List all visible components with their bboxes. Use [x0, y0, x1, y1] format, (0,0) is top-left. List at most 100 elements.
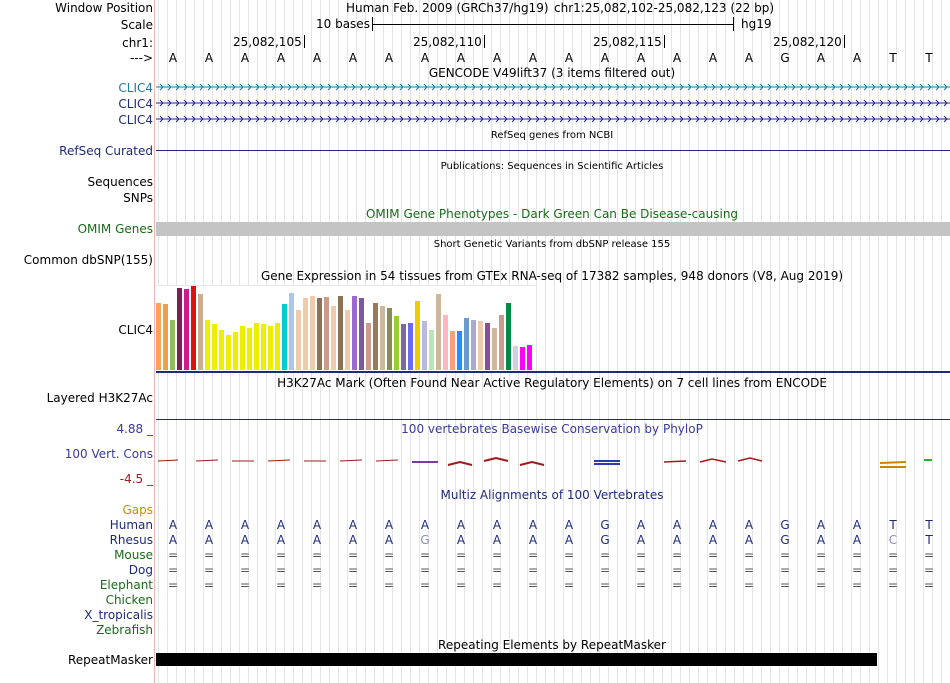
elephant-base: =: [311, 578, 323, 592]
gtex-tissue-bar[interactable]: [443, 315, 448, 370]
gtex-tissue-bar[interactable]: [212, 324, 217, 370]
gtex-tissue-bar[interactable]: [478, 321, 483, 370]
gtex-tissue-bar[interactable]: [205, 320, 210, 370]
base-letter: A: [708, 51, 718, 65]
gtex-tissue-bar[interactable]: [429, 330, 434, 370]
gene-model-line[interactable]: [156, 99, 950, 107]
gtex-tissue-bar[interactable]: [198, 294, 203, 370]
h3k27ac-label[interactable]: Layered H3K27Ac: [46, 391, 153, 405]
gtex-tissue-bar[interactable]: [191, 286, 196, 370]
gtex-tissue-bar[interactable]: [408, 323, 413, 370]
species-zebrafish[interactable]: Zebrafish: [96, 623, 153, 637]
h3k27ac-title[interactable]: H3K27Ac Mark (Often Found Near Active Re…: [277, 376, 827, 390]
gtex-tissue-bar[interactable]: [499, 315, 504, 370]
gtex-tissue-bar[interactable]: [289, 293, 294, 370]
gtex-tissue-bar[interactable]: [394, 316, 399, 370]
gtex-tissue-bar[interactable]: [296, 310, 301, 370]
gtex-tissue-bar[interactable]: [233, 332, 238, 370]
gencode-item-label[interactable]: CLIC4: [118, 113, 153, 127]
gtex-tissue-bar[interactable]: [219, 330, 224, 370]
gtex-tissue-bar[interactable]: [184, 289, 189, 370]
repeatmasker-label[interactable]: RepeatMasker: [67, 653, 153, 667]
gtex-tissue-bar[interactable]: [513, 346, 518, 370]
mouse-base: =: [851, 548, 863, 562]
gtex-tissue-bar[interactable]: [324, 297, 329, 370]
dbsnp-title[interactable]: Short Genetic Variants from dbSNP releas…: [433, 239, 671, 250]
gtex-tissue-bar[interactable]: [240, 326, 245, 370]
publications-label-sequences[interactable]: Sequences: [87, 175, 153, 189]
gtex-tissue-bar[interactable]: [366, 323, 371, 370]
gtex-tissue-bar[interactable]: [310, 296, 315, 370]
elephant-base: =: [923, 578, 935, 592]
gtex-tissue-bar[interactable]: [415, 301, 420, 370]
gtex-tissue-bar[interactable]: [450, 331, 455, 370]
gtex-tissue-bar[interactable]: [261, 324, 266, 370]
gene-model-line[interactable]: [156, 115, 950, 123]
gtex-tissue-bar[interactable]: [226, 335, 231, 370]
species-chicken[interactable]: Chicken: [105, 593, 153, 607]
gtex-tissue-bar[interactable]: [506, 303, 511, 370]
gtex-tissue-bar[interactable]: [254, 323, 259, 370]
phylop-signal[interactable]: [156, 448, 950, 472]
gtex-gene-label[interactable]: CLIC4: [118, 323, 153, 337]
gtex-tissue-bar[interactable]: [156, 303, 161, 370]
species-rhesus[interactable]: Rhesus: [109, 533, 153, 547]
gtex-tissue-bar[interactable]: [317, 298, 322, 370]
grid-line: [671, 0, 672, 683]
gene-model-line[interactable]: [156, 83, 950, 91]
gencode-item-label[interactable]: CLIC4: [118, 81, 153, 95]
gtex-tissue-bar[interactable]: [373, 303, 378, 370]
gtex-tissue-bar[interactable]: [170, 320, 175, 370]
gtex-tissue-bar[interactable]: [352, 296, 357, 370]
gtex-expression-chart[interactable]: [156, 285, 536, 371]
publications-title[interactable]: Publications: Sequences in Scientific Ar…: [440, 161, 664, 172]
gtex-tissue-bar[interactable]: [457, 331, 462, 370]
species-mouse[interactable]: Mouse: [114, 548, 153, 562]
repeatmasker-element[interactable]: [156, 653, 877, 666]
gtex-tissue-bar[interactable]: [275, 323, 280, 370]
species-x-tropicalis[interactable]: X_tropicalis: [84, 608, 153, 622]
species-elephant[interactable]: Elephant: [99, 578, 153, 592]
gtex-tissue-bar[interactable]: [527, 345, 532, 370]
gtex-tissue-bar[interactable]: [471, 320, 476, 370]
position-text[interactable]: chr1:25,082,102-25,082,123 (22 bp): [554, 1, 775, 15]
gencode-title[interactable]: GENCODE V49lift37 (3 items filtered out): [428, 66, 676, 80]
gtex-tissue-bar[interactable]: [303, 298, 308, 370]
species-dog[interactable]: Dog: [128, 563, 153, 577]
gtex-tissue-bar[interactable]: [520, 347, 525, 370]
species-human[interactable]: Human: [109, 518, 153, 532]
gtex-tissue-bar[interactable]: [345, 310, 350, 370]
gtex-tissue-bar[interactable]: [464, 318, 469, 370]
gencode-item-label[interactable]: CLIC4: [118, 97, 153, 111]
gtex-tissue-bar[interactable]: [268, 326, 273, 370]
gtex-tissue-bar[interactable]: [338, 296, 343, 370]
gtex-title[interactable]: Gene Expression in 54 tissues from GTEx …: [260, 269, 844, 283]
gtex-tissue-bar[interactable]: [331, 306, 336, 370]
gtex-tissue-bar[interactable]: [387, 308, 392, 370]
omim-gene-bar[interactable]: [156, 222, 950, 236]
refseq-title[interactable]: RefSeq genes from NCBI: [490, 130, 614, 141]
publications-label-snps[interactable]: SNPs: [123, 191, 153, 205]
dbsnp-label[interactable]: Common dbSNP(155): [23, 253, 153, 267]
refseq-label[interactable]: RefSeq Curated: [59, 144, 153, 158]
gtex-tissue-bar[interactable]: [401, 324, 406, 370]
gtex-tissue-bar[interactable]: [492, 328, 497, 370]
omim-label[interactable]: OMIM Genes: [77, 222, 153, 236]
refseq-gene-line[interactable]: [156, 150, 950, 151]
gtex-tissue-bar[interactable]: [485, 323, 490, 370]
omim-title[interactable]: OMIM Gene Phenotypes - Dark Green Can Be…: [365, 207, 739, 221]
multiz-title[interactable]: Multiz Alignments of 100 Vertebrates: [440, 488, 664, 502]
gtex-tissue-bar[interactable]: [380, 306, 385, 370]
repeatmasker-title[interactable]: Repeating Elements by RepeatMasker: [438, 638, 666, 652]
gtex-tissue-bar[interactable]: [282, 304, 287, 370]
phylop-label[interactable]: 100 Vert. Cons: [64, 447, 153, 461]
phylop-title[interactable]: 100 vertebrates Basewise Conservation by…: [401, 422, 703, 436]
gtex-tissue-bar[interactable]: [177, 288, 182, 370]
gtex-tissue-bar[interactable]: [359, 298, 364, 370]
gtex-tissue-bar[interactable]: [247, 328, 252, 370]
gtex-tissue-bar[interactable]: [436, 294, 441, 370]
window-position-label: Window Position: [55, 1, 153, 15]
gtex-tissue-bar[interactable]: [163, 304, 168, 370]
gtex-tissue-bar[interactable]: [422, 321, 427, 370]
